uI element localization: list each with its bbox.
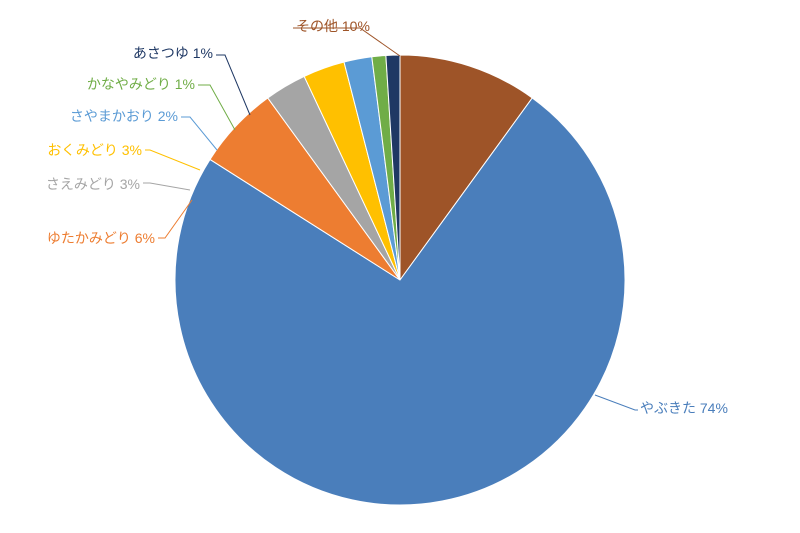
leader-line [181,117,217,150]
slice-label: さえみどり 3% [46,176,140,193]
leader-line [595,395,638,410]
slice-label: ゆたかみどり 6% [47,230,155,247]
slice-label: その他 10% [296,18,370,35]
slice-label: さやまかおり 2% [70,108,178,125]
pie-chart: その他 10% やぶきた 74% ゆたかみどり 6% さえみどり 3% おくみどり 3%… [0,0,800,533]
slice-label: かなやみどり 1% [87,76,195,93]
slice-label: あさつゆ 1% [133,45,213,62]
leader-line [143,183,190,190]
slice-label: おくみどり 3% [47,142,142,159]
leader-line [145,150,200,170]
slice-label: やぶきた 74% [640,400,728,417]
leader-line [198,85,235,130]
